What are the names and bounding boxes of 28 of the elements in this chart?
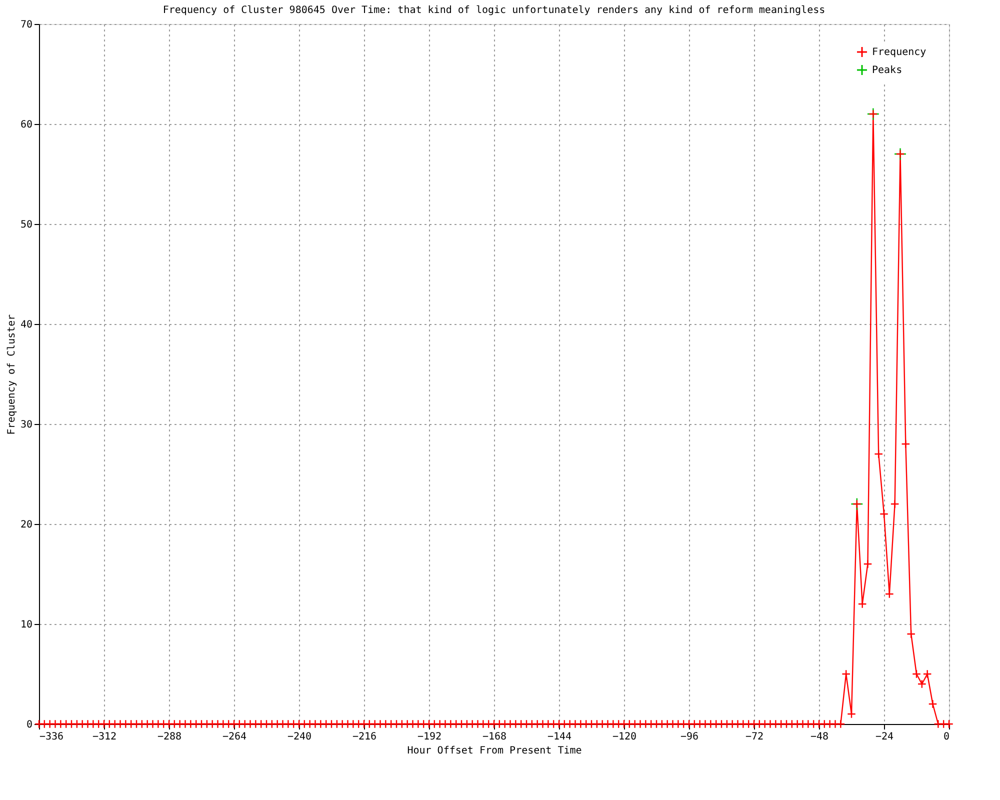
y-tick-label: 10 [20, 620, 32, 630]
x-tick-label: −24 [875, 732, 894, 742]
legend-label: Peaks [872, 65, 902, 76]
x-tick-label: −336 [40, 732, 64, 742]
y-tick-label: 50 [20, 220, 32, 230]
x-tick-label: −96 [680, 732, 699, 742]
x-axis-title: Hour Offset From Present Time [407, 746, 582, 756]
x-tick-label: −72 [745, 732, 764, 742]
x-tick-label: −48 [810, 732, 829, 742]
chart-title: Frequency of Cluster 980645 Over Time: that kind of logic unfortunately renders any kind of reform meaningless [162, 5, 826, 16]
x-tick-label: −240 [287, 732, 312, 742]
x-tick-label: −192 [417, 732, 442, 742]
y-tick-label: 30 [20, 420, 32, 430]
y-tick-label: 70 [20, 20, 32, 30]
x-tick-label: −264 [222, 732, 247, 742]
x-tick-label: −288 [157, 732, 182, 742]
x-tick-label: −168 [482, 732, 507, 742]
x-tick-label: −216 [352, 732, 377, 742]
y-tick-label: 0 [26, 720, 32, 730]
y-tick-label: 40 [20, 320, 32, 330]
y-tick-label: 60 [20, 120, 32, 130]
y-axis-title: Frequency of Cluster [6, 314, 18, 435]
x-tick-label: −120 [612, 732, 637, 742]
x-tick-label: 0 [943, 732, 950, 742]
x-tick-label: −312 [92, 732, 117, 742]
x-tick-label: −144 [547, 732, 572, 742]
legend-label: Frequency [872, 47, 926, 58]
y-tick-label: 20 [20, 520, 32, 530]
